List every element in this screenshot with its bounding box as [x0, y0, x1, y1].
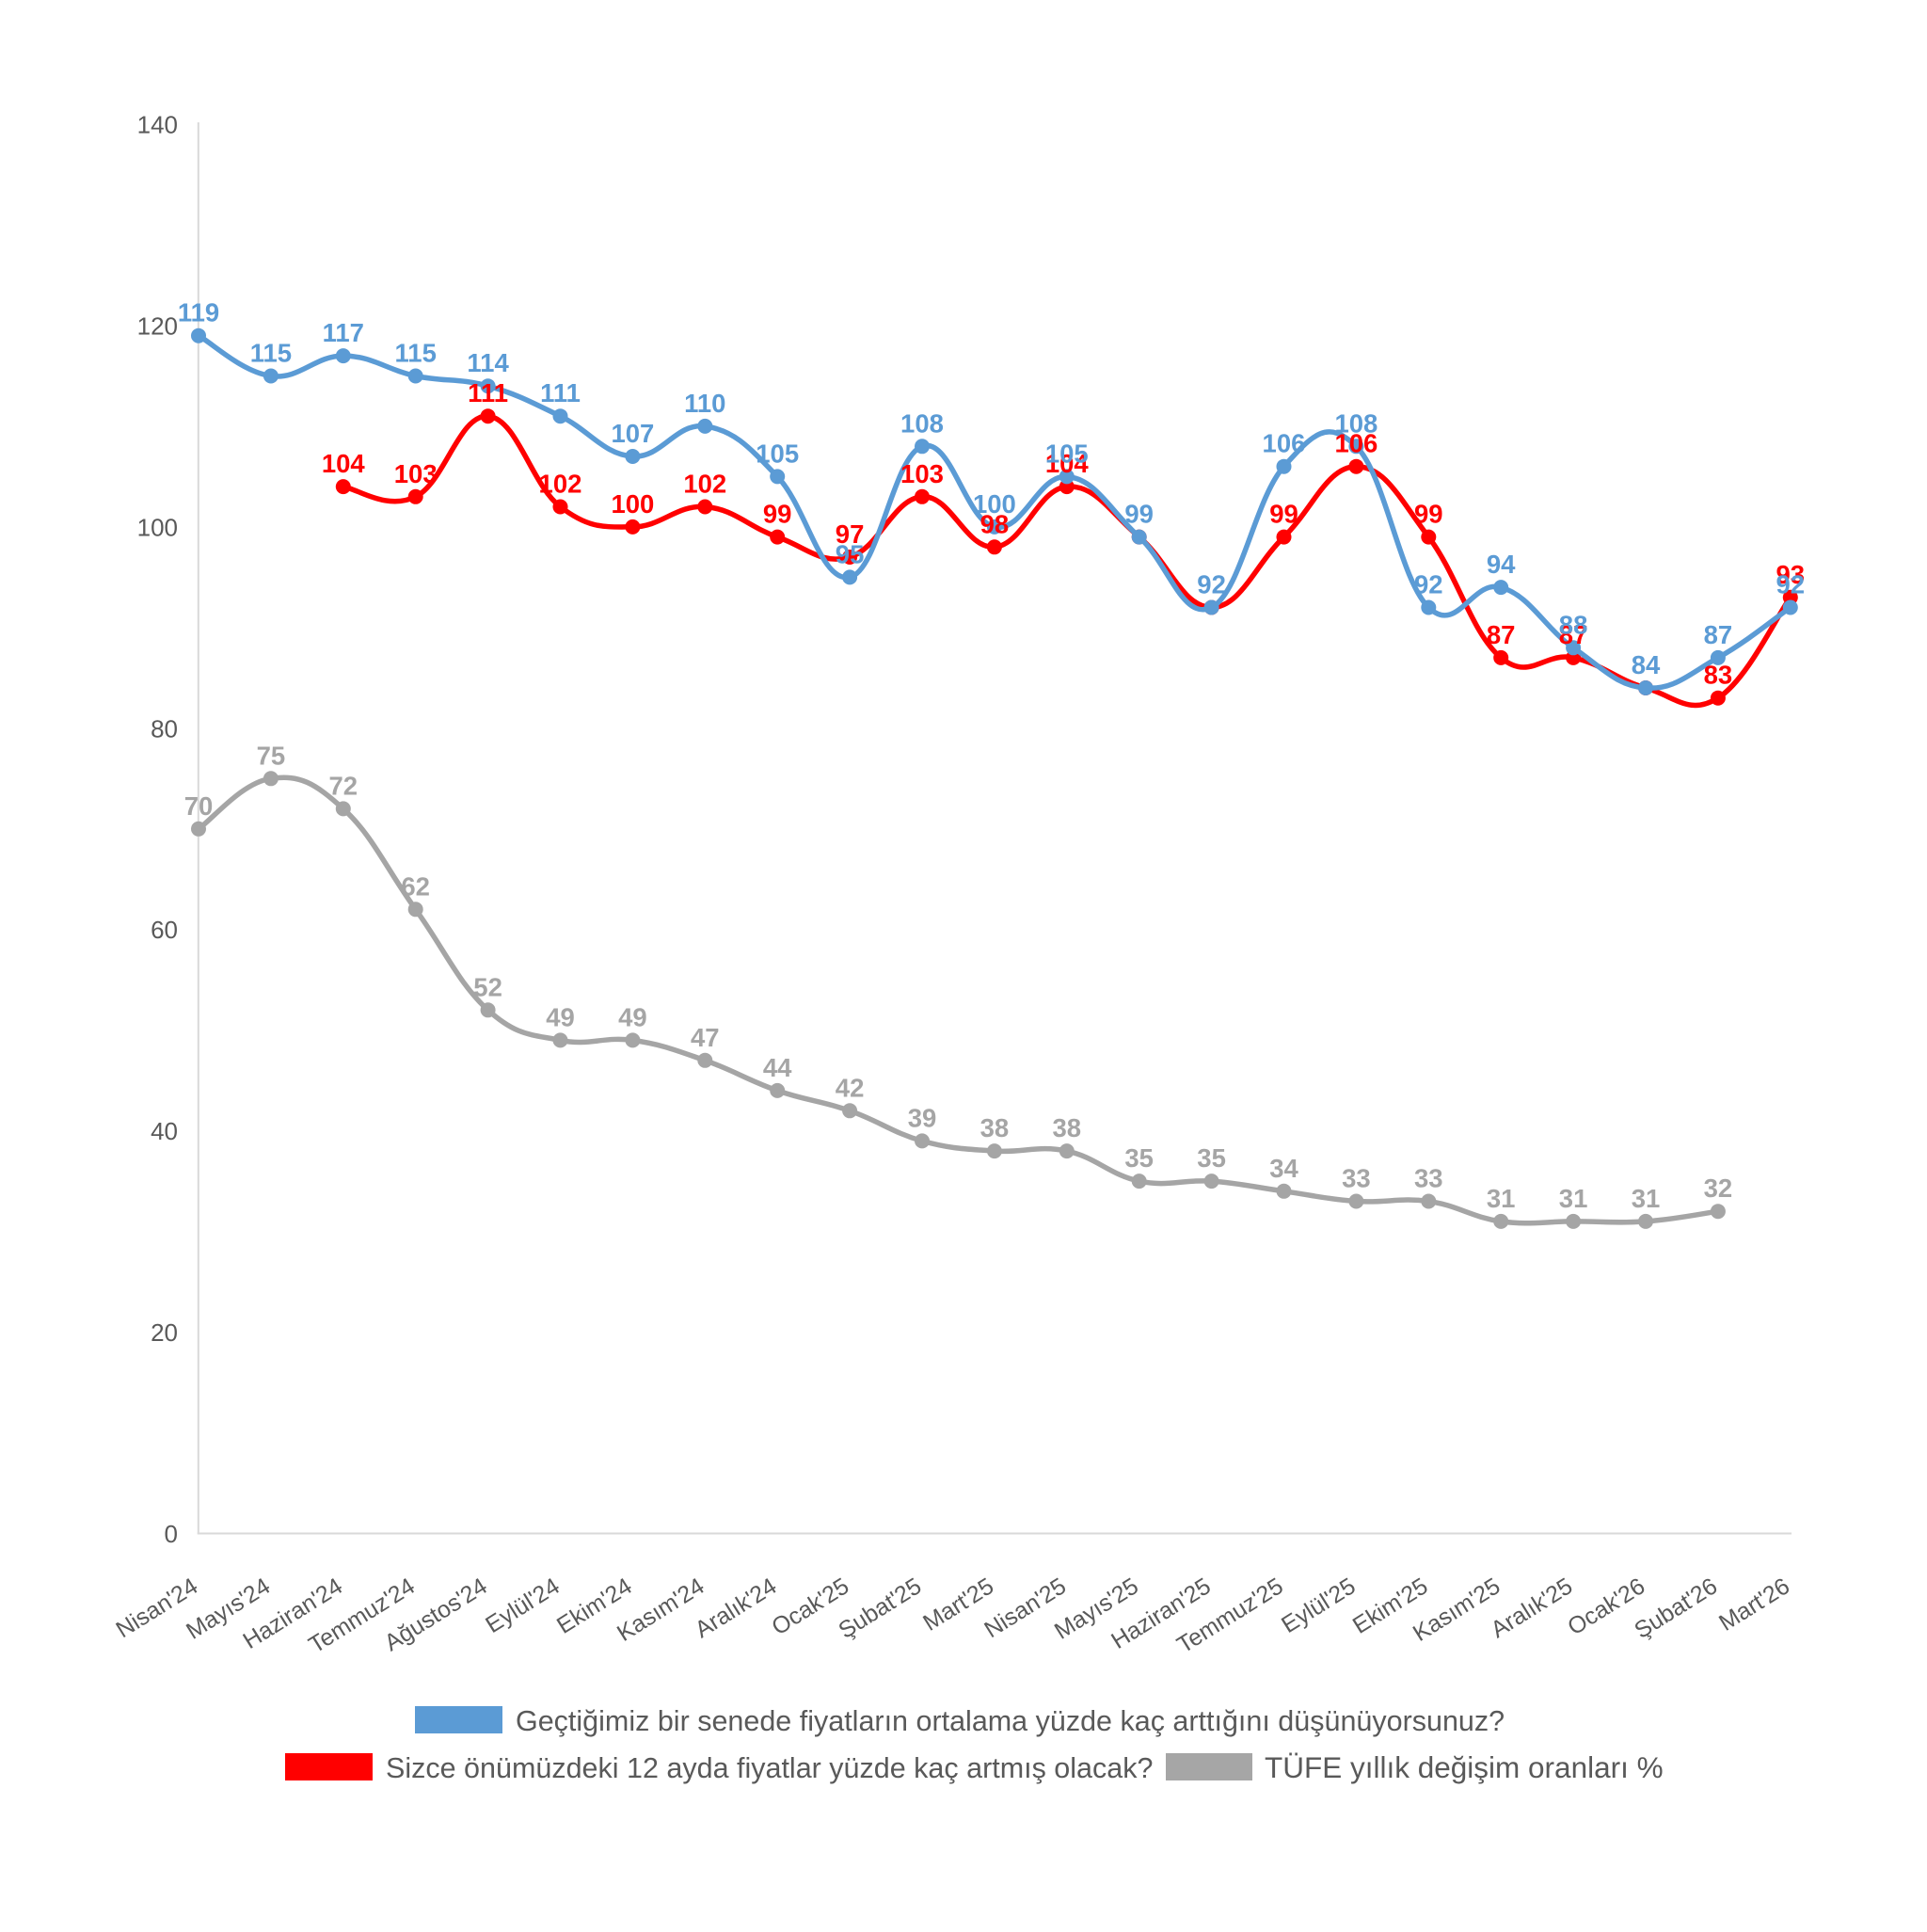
- svg-text:75: 75: [257, 741, 286, 770]
- svg-text:99: 99: [1124, 500, 1154, 529]
- svg-text:108: 108: [1334, 408, 1378, 438]
- svg-text:60: 60: [151, 916, 178, 944]
- svg-text:38: 38: [980, 1113, 1010, 1142]
- svg-text:88: 88: [1559, 610, 1588, 639]
- svg-text:31: 31: [1559, 1184, 1588, 1213]
- svg-text:105: 105: [1045, 439, 1089, 468]
- svg-text:100: 100: [137, 513, 178, 541]
- svg-text:39: 39: [908, 1103, 937, 1132]
- svg-text:104: 104: [1045, 449, 1090, 478]
- svg-text:107: 107: [611, 419, 654, 448]
- svg-text:52: 52: [473, 972, 502, 1001]
- svg-text:99: 99: [763, 500, 792, 529]
- svg-text:87: 87: [1704, 620, 1733, 649]
- svg-text:100: 100: [611, 489, 654, 519]
- svg-text:95: 95: [836, 539, 865, 568]
- svg-text:Sizce önümüzdeki 12 ayda fiyat: Sizce önümüzdeki 12 ayda fiyatlar yüzde …: [386, 1752, 1153, 1784]
- svg-text:84: 84: [1632, 650, 1661, 679]
- svg-text:83: 83: [1704, 661, 1733, 690]
- svg-text:80: 80: [151, 714, 178, 742]
- svg-text:106: 106: [1334, 429, 1378, 458]
- svg-text:103: 103: [394, 459, 438, 488]
- svg-text:40: 40: [151, 1117, 178, 1145]
- svg-text:87: 87: [1559, 620, 1588, 649]
- svg-text:31: 31: [1487, 1184, 1516, 1213]
- svg-text:103: 103: [900, 459, 944, 488]
- svg-text:62: 62: [401, 871, 430, 901]
- svg-text:114: 114: [467, 348, 509, 377]
- svg-text:34: 34: [1269, 1154, 1298, 1183]
- svg-text:49: 49: [546, 1002, 575, 1031]
- svg-text:94: 94: [1487, 550, 1516, 579]
- svg-text:120: 120: [137, 312, 178, 341]
- svg-text:111: 111: [468, 378, 508, 407]
- svg-text:32: 32: [1704, 1174, 1733, 1203]
- svg-text:115: 115: [250, 339, 292, 368]
- svg-text:0: 0: [165, 1520, 178, 1548]
- svg-text:117: 117: [323, 318, 364, 347]
- svg-text:33: 33: [1342, 1164, 1371, 1193]
- svg-text:38: 38: [1053, 1113, 1082, 1142]
- svg-text:47: 47: [691, 1023, 720, 1052]
- svg-text:42: 42: [836, 1073, 865, 1102]
- svg-text:Geçtiğimiz bir senede fiyatlar: Geçtiğimiz bir senede fiyatların ortalam…: [516, 1705, 1505, 1737]
- svg-text:92: 92: [1197, 570, 1226, 599]
- svg-text:20: 20: [151, 1318, 178, 1347]
- svg-text:98: 98: [980, 509, 1010, 538]
- svg-text:31: 31: [1632, 1184, 1661, 1213]
- svg-text:100: 100: [973, 489, 1016, 519]
- svg-text:105: 105: [756, 439, 799, 468]
- svg-text:119: 119: [178, 298, 219, 327]
- svg-text:115: 115: [395, 339, 437, 368]
- svg-text:72: 72: [329, 771, 358, 800]
- svg-text:44: 44: [763, 1053, 792, 1082]
- svg-text:93: 93: [1776, 560, 1806, 589]
- svg-text:92: 92: [1776, 570, 1806, 599]
- svg-text:97: 97: [836, 519, 865, 549]
- svg-text:106: 106: [1263, 429, 1306, 458]
- svg-text:104: 104: [322, 449, 366, 478]
- svg-text:111: 111: [540, 378, 581, 407]
- svg-text:140: 140: [137, 111, 178, 139]
- svg-text:70: 70: [184, 791, 214, 821]
- svg-text:99: 99: [1269, 500, 1298, 529]
- svg-text:108: 108: [900, 408, 944, 438]
- svg-text:35: 35: [1124, 1143, 1154, 1173]
- svg-text:33: 33: [1414, 1164, 1443, 1193]
- svg-text:102: 102: [539, 470, 582, 499]
- svg-text:87: 87: [1487, 620, 1516, 649]
- svg-text:102: 102: [683, 470, 726, 499]
- svg-text:TÜFE yıllık değişim oranları %: TÜFE yıllık değişim oranları %: [1265, 1750, 1664, 1784]
- svg-text:92: 92: [1414, 570, 1443, 599]
- svg-text:99: 99: [1414, 500, 1443, 529]
- svg-text:110: 110: [684, 389, 725, 418]
- svg-text:49: 49: [618, 1002, 647, 1031]
- svg-text:35: 35: [1197, 1143, 1226, 1173]
